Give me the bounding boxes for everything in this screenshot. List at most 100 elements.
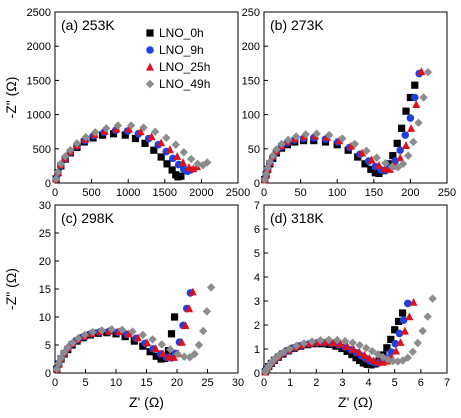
data-point: [88, 327, 98, 337]
data-point: [335, 136, 344, 145]
panel-label: (d) 318K: [270, 210, 324, 226]
y-tick-label: 7: [254, 200, 260, 212]
data-point: [136, 127, 145, 136]
y-tick-label: 25: [39, 228, 51, 240]
y-tick-label: 20: [39, 256, 51, 268]
data-point: [168, 166, 176, 174]
data-point: [407, 124, 416, 132]
legend-label: LNO_0h: [159, 26, 204, 40]
data-point: [63, 343, 73, 352]
data-point: [166, 345, 175, 354]
x-tick-label: 1500: [153, 187, 177, 199]
data-point: [138, 330, 148, 340]
y-tick-label: 10: [39, 312, 51, 324]
data-point: [186, 154, 196, 164]
data-point: [177, 172, 185, 180]
data-point: [194, 340, 204, 350]
y-tick-label: 4: [254, 272, 260, 284]
series-LNO_49h: [261, 294, 437, 376]
x-tick-label: 4: [366, 377, 372, 389]
data-point: [68, 338, 77, 347]
data-point: [131, 134, 140, 143]
data-point: [380, 164, 389, 173]
data-point: [184, 163, 193, 171]
data-point: [369, 356, 378, 365]
y-tick-label: 0: [254, 178, 260, 190]
data-point: [143, 338, 152, 347]
x-tick-label: 5: [82, 377, 88, 389]
data-point: [363, 360, 371, 368]
y-tick-label: 500: [33, 144, 51, 156]
data-point: [109, 130, 118, 138]
y-tick-label: 5: [45, 340, 51, 352]
y-tick-label: 1: [254, 344, 260, 356]
data-point: [91, 128, 100, 137]
data-point: [355, 340, 364, 350]
data-point: [388, 356, 398, 366]
y-tick-label: 1000: [27, 110, 51, 122]
data-point: [54, 359, 63, 368]
data-point: [362, 343, 371, 353]
data-point: [368, 346, 377, 356]
y-axis-label: -Z" (Ω): [3, 77, 19, 119]
x-tick-label: 2: [313, 377, 319, 389]
data-point: [409, 298, 418, 306]
data-point: [292, 132, 301, 141]
data-point: [411, 81, 419, 89]
plot-frame: [54, 11, 239, 184]
x-tick-label: 0: [261, 377, 267, 389]
data-point: [372, 153, 381, 162]
data-point: [343, 342, 352, 350]
data-point: [404, 151, 413, 160]
data-point: [112, 124, 121, 133]
x-tick-label: 100: [328, 187, 346, 199]
data-point: [177, 338, 186, 346]
data-point: [333, 335, 342, 345]
y-tick-label: 100: [242, 110, 260, 122]
legend-marker: [145, 79, 155, 89]
data-point: [169, 353, 178, 361]
data-point: [316, 336, 325, 345]
data-point: [169, 154, 177, 163]
data-point: [389, 152, 397, 160]
data-point: [272, 145, 281, 154]
data-point: [72, 139, 82, 148]
plot-frame: [263, 11, 448, 184]
data-point: [66, 145, 75, 155]
data-point: [410, 93, 419, 102]
data-point: [73, 334, 83, 343]
data-point: [124, 329, 133, 338]
data-point: [371, 169, 379, 177]
data-point: [165, 145, 174, 154]
y-tick-label: 5: [254, 248, 260, 260]
data-point: [338, 134, 347, 143]
data-point: [409, 137, 418, 147]
data-point: [185, 353, 195, 362]
data-point: [423, 67, 433, 77]
data-point: [115, 327, 124, 336]
data-point: [359, 359, 367, 367]
data-point: [279, 347, 289, 357]
y-tick-label: 250: [242, 7, 260, 19]
data-point: [173, 152, 182, 160]
x-tick-label: 3: [339, 377, 345, 389]
data-point: [141, 139, 149, 147]
legend-label: LNO_49h: [159, 77, 210, 91]
data-point: [165, 352, 174, 361]
data-point: [121, 131, 129, 139]
data-point: [423, 312, 432, 321]
data-point: [128, 327, 137, 336]
data-point: [361, 160, 369, 168]
data-point: [301, 130, 310, 139]
data-point: [418, 326, 427, 336]
data-point: [139, 123, 148, 132]
data-point: [126, 121, 136, 130]
data-point: [157, 138, 166, 147]
panel-1: 0 500 1000 1500 2000 2500 0 500 1000 1500 2000 2500…: [3, 7, 250, 199]
x-tick-label: 2000: [189, 187, 213, 199]
data-point: [179, 148, 189, 157]
x-tick-label: 25: [201, 377, 213, 389]
y-axis-label: -Z" (Ω): [3, 268, 19, 310]
data-point: [399, 316, 408, 325]
data-point: [206, 283, 216, 292]
